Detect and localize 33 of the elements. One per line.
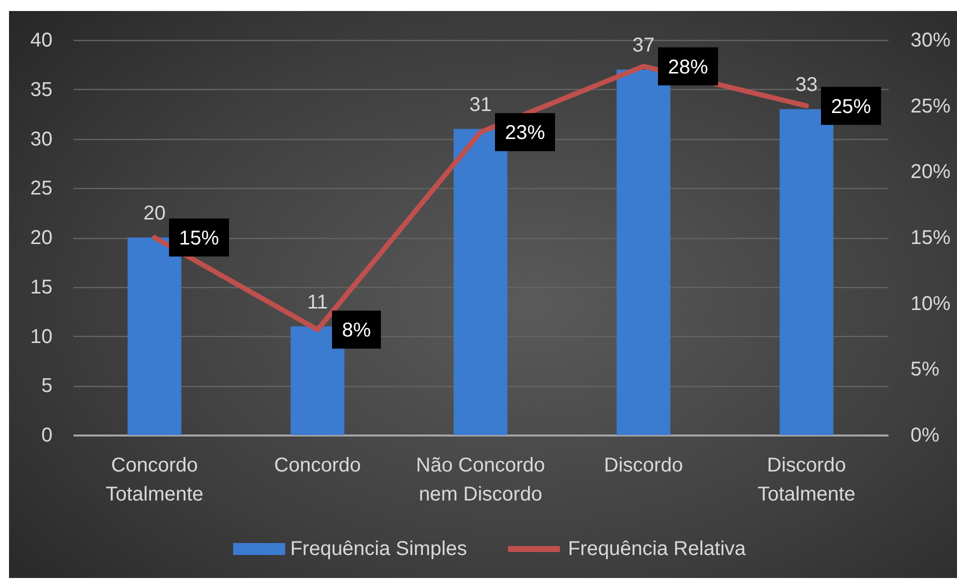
x-tick-label: Discordo Totalmente: [758, 454, 856, 506]
y2-tick-label: 25%: [910, 95, 951, 118]
y-tick-label: 5: [41, 375, 52, 398]
data-label: 20: [143, 202, 166, 224]
data-label: 15%: [179, 228, 220, 250]
y2-tick-label: 15%: [910, 227, 951, 249]
y2-tick-label: 10%: [910, 292, 951, 315]
y-tick-label: 30: [30, 128, 52, 150]
y-tick-label: 35: [30, 78, 52, 101]
y-tick-label: 40: [30, 30, 52, 52]
x-tick-label: Não Concordo nem Discordo: [416, 454, 545, 506]
data-label: 33: [795, 74, 818, 96]
x-tick-label: Concordo Totalmente: [106, 454, 204, 506]
data-label: 11: [307, 291, 328, 314]
y2-tick-label: 5%: [910, 358, 940, 381]
data-label: 31: [469, 94, 492, 116]
data-label: 25%: [831, 96, 872, 118]
y2-tick-label: 20%: [910, 161, 951, 184]
legend-label: Frequência Relativa: [568, 538, 747, 560]
x-tick-label: Discordo: [604, 454, 683, 476]
y-tick-label: 0: [41, 424, 52, 446]
y-tick-label: 20: [30, 227, 52, 249]
x-tick-label: Concordo: [274, 454, 361, 476]
y2-tick-label: 0%: [910, 424, 940, 446]
y-tick-label: 15: [30, 276, 52, 298]
data-label: 23%: [505, 122, 546, 144]
legend-label: Frequência Simples: [290, 538, 467, 560]
data-label: 37: [632, 34, 655, 57]
y-tick-label: 25: [30, 178, 52, 200]
y2-tick-label: 30%: [910, 30, 951, 52]
y-tick-label: 10: [30, 326, 52, 348]
data-label: 28%: [668, 56, 708, 78]
data-label: 8%: [342, 320, 372, 342]
